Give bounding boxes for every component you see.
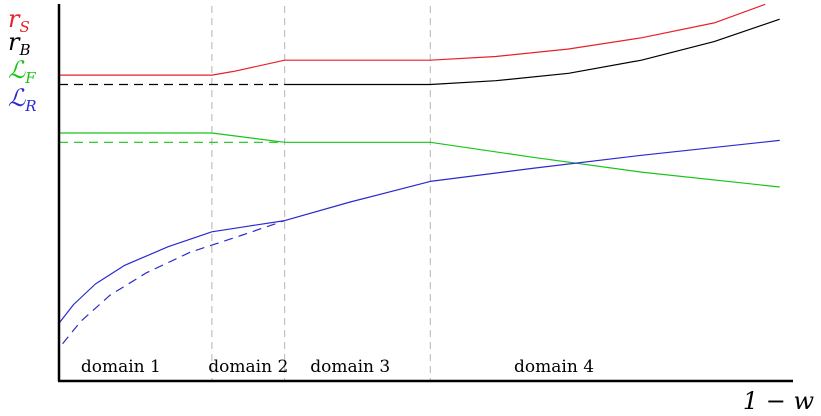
series-line-LR [58, 139, 780, 324]
legend-rS-symbol: r [8, 5, 21, 33]
domain-labels: domain 1 domain 2 domain 3 domain 4 [81, 357, 594, 377]
series-line-LR-extension [62, 220, 285, 345]
legend-rB-subscript: B [18, 41, 30, 59]
legend-LR: ℒR [8, 84, 37, 115]
legend-LR-subscript: R [24, 97, 36, 115]
domain-label-2: domain 2 [208, 357, 288, 377]
legend-LF: ℒF [8, 56, 36, 87]
series-line-LF [59, 132, 780, 188]
axes [57, 4, 793, 383]
x-axis-label: 1 − w [743, 387, 815, 415]
legend-rB: rB [8, 28, 31, 59]
legend-rS: rS [8, 5, 30, 36]
legend-LF-subscript: F [24, 69, 36, 87]
domain-label-3: domain 3 [310, 357, 390, 377]
series-line-rS [59, 3, 766, 76]
series-line-rB [284, 18, 780, 86]
domain-label-1: domain 1 [81, 357, 161, 377]
domain-label-4: domain 4 [514, 357, 594, 377]
domain-dividers [211, 6, 431, 380]
legend-LF-symbol: ℒ [8, 56, 26, 84]
legend-rS-subscript: S [19, 18, 29, 36]
legend-rB-symbol: r [8, 28, 21, 56]
legend-LR-symbol: ℒ [8, 84, 26, 112]
series-group [58, 3, 780, 345]
